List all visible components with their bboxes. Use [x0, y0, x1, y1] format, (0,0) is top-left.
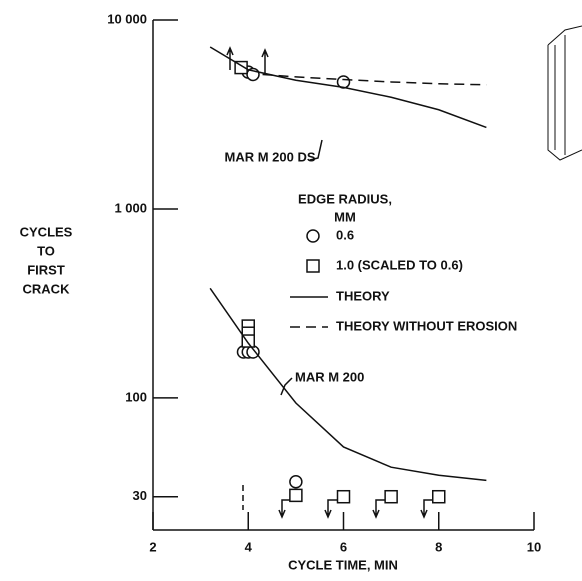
- arrows: [227, 48, 433, 517]
- y-tick-label: 10 000: [107, 11, 147, 26]
- y-tick-label: 30: [133, 488, 147, 503]
- point-square: [433, 491, 445, 503]
- x-tick-label: 4: [245, 539, 253, 554]
- legend-label: 1.0 (SCALED TO 0.6): [336, 257, 463, 272]
- legend-marker: [307, 260, 319, 272]
- chart: CYCLE TIME, MIN CYCLES TO FIRST CRACK ED…: [0, 0, 582, 581]
- blade-sketch: [548, 26, 582, 160]
- point-square: [338, 491, 350, 503]
- point-circle: [290, 476, 302, 488]
- legend-label: THEORY WITHOUT EROSION: [336, 318, 517, 333]
- y-tick-label: 1 000: [114, 200, 147, 215]
- x-tick-label: 8: [435, 539, 442, 554]
- curve-label: MAR M 200 DS: [224, 149, 315, 164]
- line-series: [210, 47, 486, 127]
- y-axis-label: CRACK: [23, 281, 71, 296]
- legend-label: THEORY: [336, 288, 390, 303]
- legend-title: EDGE RADIUS,: [298, 191, 392, 206]
- y-tick-label: 100: [125, 389, 147, 404]
- legend-title: MM: [334, 209, 356, 224]
- legend-marker: [307, 230, 319, 242]
- x-tick-label: 2: [149, 539, 156, 554]
- y-axis-label: FIRST: [27, 262, 65, 277]
- legend-label: 0.6: [336, 227, 354, 242]
- x-tick-label: 10: [527, 539, 541, 554]
- x-tick-label: 6: [340, 539, 347, 554]
- y-axis-label: TO: [37, 243, 55, 258]
- point-square: [385, 491, 397, 503]
- curve-label: MAR M 200: [295, 369, 364, 384]
- point-square: [290, 489, 302, 501]
- point-circle: [247, 346, 259, 358]
- x-axis-label: CYCLE TIME, MIN: [288, 557, 398, 572]
- y-axis-label: CYCLES: [20, 224, 73, 239]
